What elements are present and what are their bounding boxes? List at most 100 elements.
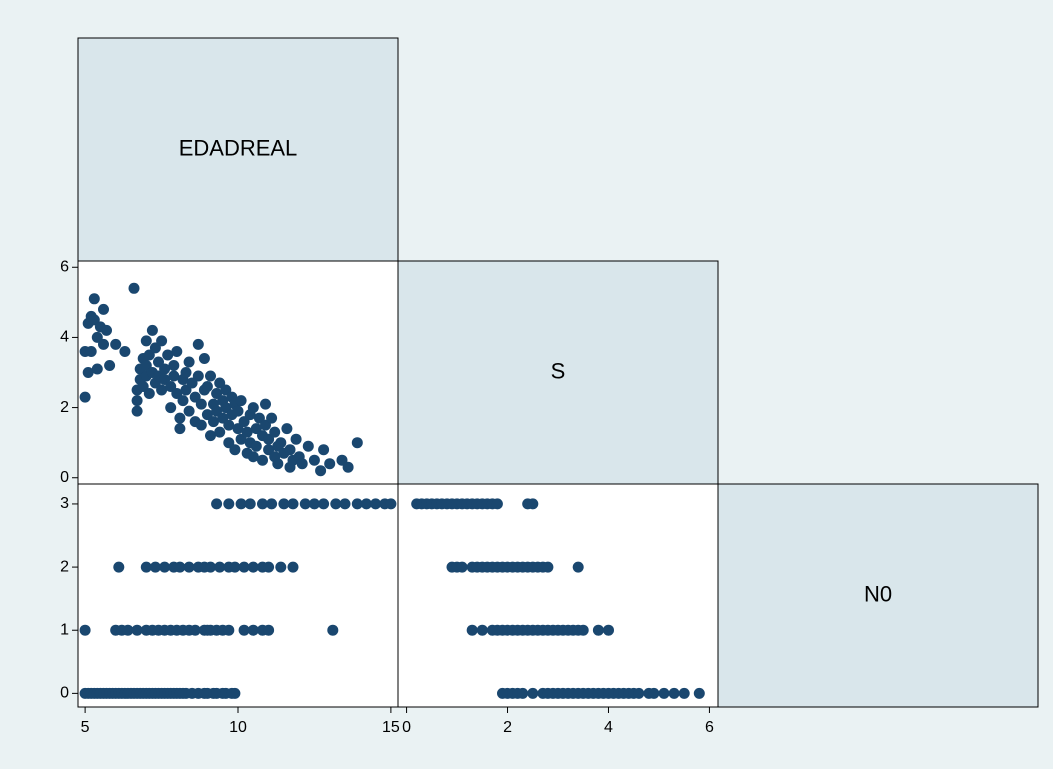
- data-point: [263, 561, 275, 573]
- data-point: [260, 398, 271, 410]
- data-point: [308, 454, 320, 466]
- data-point: [101, 324, 112, 336]
- data-point: [263, 624, 275, 636]
- data-point: [527, 687, 539, 699]
- diagonal-cells: EDADREAL S N0: [77, 37, 1039, 708]
- scatter-panels: [77, 260, 719, 708]
- data-point: [241, 426, 253, 438]
- data-point: [668, 687, 680, 699]
- y-tick-label-n0-3: 3: [60, 495, 69, 512]
- axis-ticks: [72, 266, 710, 713]
- data-point: [266, 498, 278, 510]
- data-point: [183, 356, 195, 368]
- data-point: [542, 561, 554, 573]
- data-point: [140, 335, 152, 347]
- data-point: [385, 498, 397, 510]
- panel-n0-vs-edadreal: [77, 483, 399, 708]
- data-point: [229, 444, 241, 456]
- x-tick-label-s-6: 6: [705, 719, 714, 736]
- data-point: [284, 444, 296, 456]
- data-point: [211, 498, 223, 510]
- y-tick-label-n0-2: 2: [60, 558, 69, 575]
- panel-n0-vs-s: [397, 483, 719, 708]
- data-point: [351, 437, 363, 449]
- data-point: [476, 624, 488, 636]
- data-point: [177, 395, 189, 407]
- panel-border: [397, 483, 719, 708]
- data-point: [214, 426, 226, 438]
- data-point: [180, 367, 192, 378]
- data-point: [171, 388, 183, 399]
- data-point: [235, 395, 247, 407]
- data-point: [140, 561, 152, 573]
- variable-label-s: S: [551, 358, 566, 383]
- data-point: [648, 687, 660, 699]
- y-tick-label-n0-1: 1: [60, 621, 69, 638]
- data-point: [269, 426, 281, 438]
- data-point: [192, 370, 204, 382]
- data-point: [183, 561, 195, 573]
- data-point: [287, 561, 299, 573]
- data-point: [79, 391, 91, 403]
- data-point: [208, 416, 219, 428]
- diagonal-cell-s: [397, 260, 719, 485]
- data-point: [257, 454, 268, 466]
- data-point: [119, 346, 131, 357]
- data-point: [223, 498, 235, 510]
- data-point: [278, 498, 290, 510]
- data-point: [315, 465, 327, 477]
- data-point: [592, 624, 604, 636]
- data-point: [517, 687, 529, 699]
- data-point: [658, 687, 670, 699]
- data-point: [128, 282, 140, 294]
- data-point: [143, 388, 155, 399]
- data-point: [275, 437, 287, 449]
- data-point: [79, 624, 91, 636]
- data-point: [205, 430, 216, 442]
- data-point: [189, 624, 201, 636]
- data-point: [183, 405, 195, 417]
- x-axis-s: 0 2 4 6: [402, 719, 714, 736]
- data-point: [296, 458, 308, 470]
- data-point: [174, 412, 186, 424]
- data-point: [195, 419, 207, 431]
- data-point: [678, 687, 690, 699]
- data-point: [156, 384, 168, 396]
- data-point: [342, 461, 354, 473]
- data-point: [250, 440, 262, 452]
- variable-label-edadreal: EDADREAL: [179, 135, 298, 160]
- data-point: [122, 624, 134, 636]
- data-point: [491, 498, 503, 510]
- data-point: [290, 433, 302, 445]
- data-point: [195, 398, 207, 410]
- data-point: [156, 335, 168, 347]
- data-point: [247, 402, 259, 414]
- y-tick-label-s-0: 0: [60, 469, 69, 486]
- data-point: [527, 498, 539, 510]
- x-axis-edadreal: 5 10 15: [81, 719, 400, 736]
- data-point: [324, 458, 336, 470]
- data-point: [214, 561, 226, 573]
- data-point: [693, 687, 705, 699]
- x-tick-label-edadreal-5: 5: [81, 719, 90, 736]
- data-point: [131, 624, 143, 636]
- data-point: [370, 498, 382, 510]
- x-tick-label-s-2: 2: [503, 719, 512, 736]
- data-point: [633, 687, 645, 699]
- data-points: [79, 282, 705, 699]
- data-point: [205, 561, 216, 573]
- data-point: [247, 624, 259, 636]
- x-tick-label-edadreal-10: 10: [229, 719, 247, 736]
- data-point: [281, 423, 293, 435]
- data-point: [192, 338, 204, 350]
- data-point: [149, 561, 161, 573]
- data-point: [98, 303, 109, 315]
- x-tick-label-s-4: 4: [604, 719, 613, 736]
- data-point: [318, 498, 330, 510]
- data-point: [82, 367, 94, 378]
- data-point: [272, 458, 284, 470]
- diagonal-cell-edadreal: [77, 37, 399, 262]
- variable-label-n0: N0: [864, 581, 892, 606]
- data-point: [275, 561, 287, 573]
